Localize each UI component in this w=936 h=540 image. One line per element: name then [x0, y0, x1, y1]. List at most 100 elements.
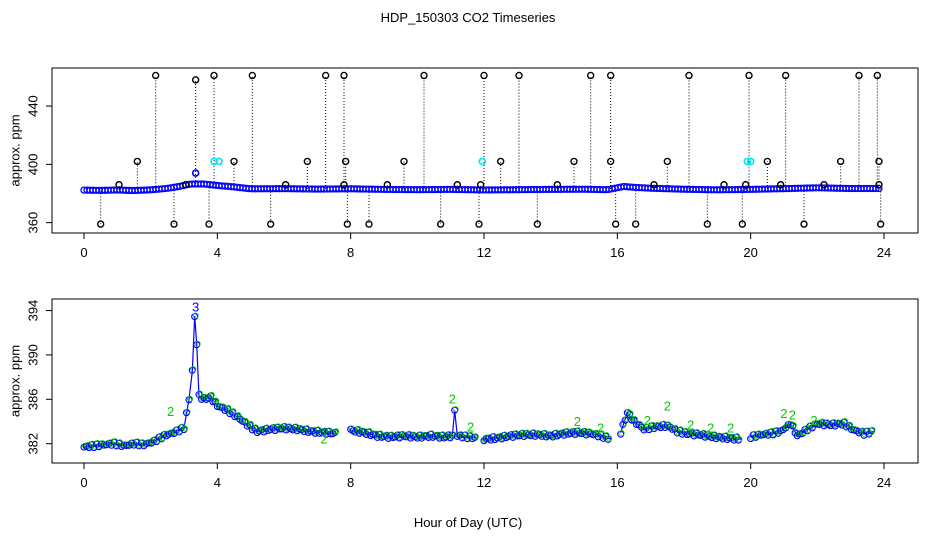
flagged-point [248, 71, 257, 80]
y-axis-label: approx. ppm [7, 114, 22, 186]
series-point-green [208, 391, 215, 398]
x-tick-label: 20 [743, 245, 757, 260]
flag-label: 2 [644, 413, 651, 428]
series-point-green [852, 426, 859, 433]
series-point [621, 416, 629, 424]
y-tick-label: 394 [25, 300, 40, 322]
x-tick-label: 12 [477, 475, 491, 490]
series-point [796, 430, 804, 438]
series-point [628, 416, 636, 424]
flagged-point [340, 71, 348, 80]
series-point [496, 433, 504, 441]
series-point [712, 435, 720, 443]
series-point [258, 426, 266, 434]
series-point-green [190, 366, 197, 373]
series-point [661, 423, 669, 432]
series-point-green [472, 433, 479, 440]
flagged-point [703, 220, 712, 228]
series-point-green [634, 420, 641, 427]
x-tick-label: 24 [877, 245, 891, 260]
series-point-green [124, 441, 131, 448]
series-point-green [736, 436, 743, 443]
series-point [619, 420, 627, 428]
flag-label: 2 [810, 413, 817, 428]
series-point-green [196, 390, 203, 397]
series-point [442, 433, 450, 441]
series-point-green [805, 426, 812, 433]
chart-title: HDP_150303 CO2 Timeseries [381, 10, 556, 25]
cyan-point [215, 157, 223, 166]
series-point-green [240, 417, 247, 424]
flagged-point [476, 181, 485, 189]
flagged-point [365, 220, 373, 228]
series-point-green [696, 431, 703, 438]
series-point-green [842, 418, 849, 425]
flagged-point [820, 181, 828, 189]
series-point [471, 433, 479, 441]
flagged-point [776, 181, 785, 189]
series-point-green [154, 437, 161, 444]
y-tick-label: 400 [25, 153, 40, 175]
series-point-green [176, 428, 183, 435]
series-point [789, 422, 797, 430]
series-point [185, 396, 193, 404]
flag-label: 2 [597, 421, 604, 436]
series-point [209, 398, 217, 406]
y-tick-label: 360 [25, 212, 40, 234]
cyan-point [210, 157, 218, 166]
x-tick-label: 4 [214, 245, 221, 260]
series-point-green [186, 395, 193, 402]
flagged-point [745, 71, 753, 80]
flagged-point [763, 157, 772, 166]
flagged-point [96, 220, 105, 228]
series-point [204, 394, 212, 402]
flagged-point [480, 71, 488, 80]
flagged-point [475, 220, 483, 228]
y-tick-label: 390 [25, 344, 40, 366]
series-point [448, 431, 456, 439]
series-point-green [146, 438, 153, 445]
flagged-point [611, 220, 620, 228]
flagged-point [836, 157, 845, 166]
series-point [216, 403, 224, 411]
y-axis-label: approx. ppm [7, 345, 22, 417]
x-tick-label: 8 [347, 245, 354, 260]
series-point-green [452, 406, 459, 413]
flagged-point [230, 157, 238, 166]
flagged-point [181, 181, 190, 189]
flag-label: 2 [789, 407, 796, 422]
series-point [331, 428, 339, 436]
flagged-point [720, 181, 728, 189]
series-point [734, 436, 742, 444]
series-point-green [181, 425, 188, 432]
series-point-green [192, 312, 199, 319]
x-tick-label: 12 [477, 245, 491, 260]
cyan-point [746, 157, 755, 166]
series-point [180, 426, 188, 434]
flag-label: 2 [320, 432, 327, 447]
flagged-point [553, 181, 562, 189]
series-point-green [869, 426, 876, 433]
flagged-point [321, 71, 330, 80]
flagged-point [586, 71, 595, 80]
flagged-point [420, 71, 428, 80]
flagged-point [205, 220, 213, 228]
plot-frame [51, 67, 919, 234]
flagged-point [303, 157, 312, 166]
series-point-green [627, 410, 634, 417]
series-point [260, 428, 268, 436]
series-point-green [790, 422, 797, 429]
series-point-green [169, 428, 176, 435]
flagged-point [533, 220, 542, 228]
flagged-point [650, 181, 658, 189]
series-point [188, 366, 196, 374]
flagged-point [875, 157, 883, 166]
flagged-point [631, 220, 640, 228]
x-tick-label: 16 [610, 245, 624, 260]
flagged-point [570, 157, 578, 166]
series-point-green [618, 430, 625, 437]
series-point-green [247, 420, 254, 427]
